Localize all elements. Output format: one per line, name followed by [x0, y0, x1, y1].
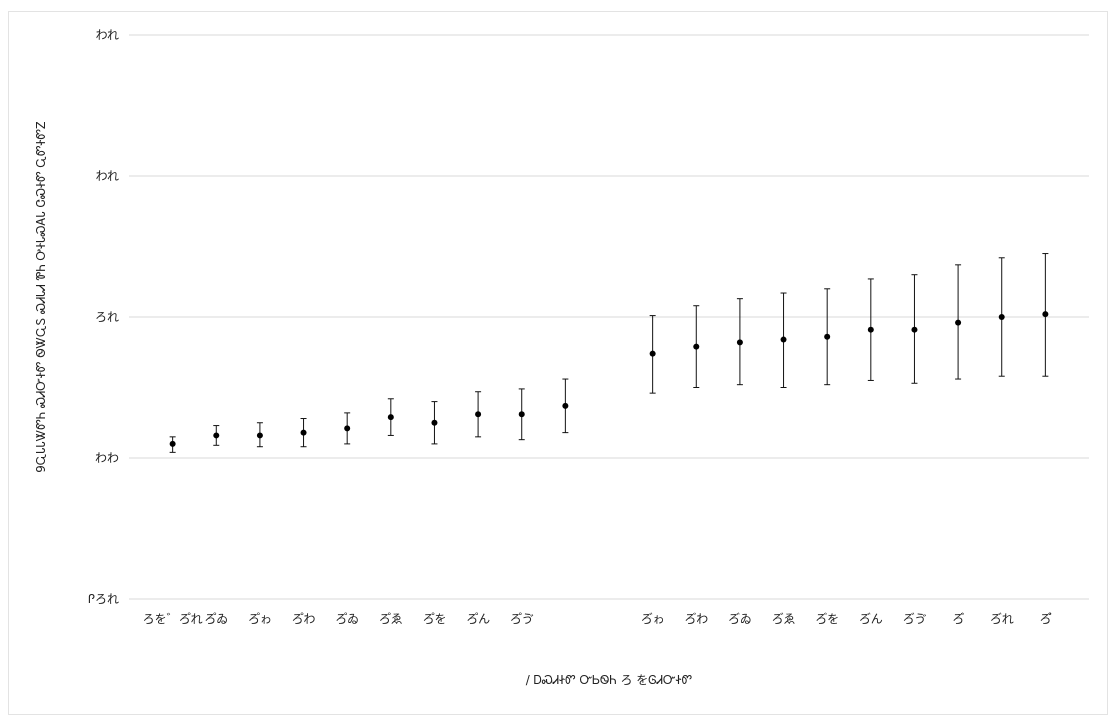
x-tick-label: ろ゚ん — [466, 612, 490, 626]
x-tick-label: ろ゚ゐ — [335, 612, 359, 626]
y-axis-label: 9ᏩᏓᏓᏔᏛᏂ ᏍᏗᏅᏐᏛ ᏫᏔᏩᏚ ᏍᏗᏓᏗ ᏈᏂ ᎤᏐᏓᏍᎪᏓ ᏣᏍᏐᏛ Ꮹ… — [34, 121, 48, 472]
data-point — [955, 319, 962, 326]
error-bars — [169, 253, 1049, 453]
data-point — [475, 411, 482, 418]
x-tick-label: ろ゙ゔ — [902, 612, 926, 626]
data-point — [911, 326, 918, 333]
x-tick-label: ろ゚ゎ — [248, 612, 272, 626]
data-point — [300, 429, 307, 436]
x-tick-label: ろ゙゚ — [1039, 612, 1051, 626]
data-point — [562, 402, 569, 409]
data-point — [867, 326, 874, 333]
data-point — [169, 440, 176, 447]
data-point — [824, 333, 831, 340]
data-point — [431, 419, 438, 426]
y-tick-label: ろれ — [95, 310, 119, 324]
x-tick-label: ろ゙わ — [684, 612, 708, 626]
chart-frame: われ われ ろれ わわ Ꮅろれ ろを゛ろ゚れ ろ゚ゐ ろ゚ゎ ろ゚わ ろ゚ゐ ろ゚ゑ ろ゚を ろ゚んろ… — [8, 11, 1108, 715]
x-tick-label: ろ゚を — [422, 612, 446, 626]
x-ticks: ろを゛ろ゚れ ろ゚ゐ ろ゚ゎ ろ゚わ ろ゚ゐ ろ゚ゑ ろ゚を ろ゚ん ろ゚ゔ ろ゙ゎ ろ゙わ ろ゙ゐろ… — [143, 612, 1052, 626]
x-tick-label: ろ゙ゎ — [641, 612, 665, 626]
data-point — [998, 314, 1005, 320]
x-tick-label: ろ゙を — [815, 612, 839, 626]
x-tick-label: ろ゚ゔ — [510, 612, 534, 626]
x-tick-label: ろ゙れ — [990, 612, 1014, 626]
data-point — [780, 336, 787, 343]
y-tick-label: われ — [96, 169, 119, 183]
data-point — [736, 339, 743, 346]
data-point — [387, 414, 394, 421]
y-tick-label: Ꮅろれ — [88, 592, 119, 606]
chart-svg: われわれろれわわᎵろれ ろを゛ろ゚れ ろ゚ゐ ろ゚ゎ ろ゚わ ろ゚ゐ ろ゚ゑ ろ゚を ろ゚んろ… — [34, 28, 1089, 687]
x-tick-label: ろ゚わ — [292, 612, 316, 626]
data-point — [213, 432, 220, 439]
data-point — [518, 411, 525, 418]
data-point — [1042, 311, 1049, 318]
x-tick-label: ろ゙ん — [859, 612, 883, 626]
data-point — [649, 350, 656, 357]
data-point — [256, 432, 263, 439]
x-tick-label: ろ゙ゑ — [772, 612, 796, 626]
x-tick-label: ろ゙ゐ — [728, 612, 752, 626]
data-point — [693, 343, 700, 350]
x-tick-label: ろを゛ろ゚れ — [143, 612, 203, 626]
data-point — [344, 425, 351, 432]
x-axis-label: / ᎠᏍᏗᏐᏛ ᏅᏏᏫᏂ ろ をᎶᏗᏅᏐᏛ — [526, 673, 693, 687]
x-tick-label: ろ゙゙ — [952, 612, 964, 626]
x-tick-label: ろ゚ゐ — [204, 612, 228, 626]
data-points — [169, 311, 1049, 447]
x-tick-label: ろ゚ゑ — [379, 612, 403, 626]
y-tick-label: われ — [96, 28, 119, 42]
y-tick-label: わわ — [95, 451, 119, 465]
grid-layer — [129, 34, 1089, 600]
